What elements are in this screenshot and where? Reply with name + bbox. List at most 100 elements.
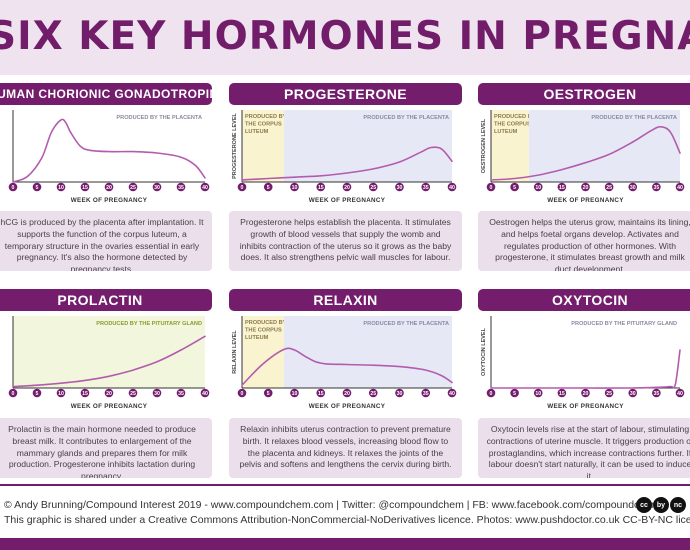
x-axis-label: WEEK OF PREGNANCY [547, 197, 624, 204]
region-label: PRODUCED BY [494, 114, 536, 120]
tick-label: 10 [535, 391, 541, 397]
tick-label: 25 [606, 185, 612, 191]
tick-marker [533, 388, 543, 398]
tick-label: 30 [397, 185, 403, 191]
tick-label: 20 [344, 391, 350, 397]
tick-marker [342, 388, 352, 398]
tick-marker [56, 388, 66, 398]
tick-marker [447, 182, 457, 192]
hormone-curve [241, 146, 453, 181]
description-progesterone: Progesterone helps establish the placent… [229, 211, 462, 271]
tick-marker [581, 388, 590, 398]
y-axis-label: PROGESTERONE LEVEL [232, 113, 238, 179]
tick-label: 30 [397, 391, 403, 397]
tick-marker [290, 182, 299, 192]
tick-label: 5 [36, 185, 39, 191]
tick-marker [533, 182, 543, 192]
tick-label: 40 [449, 391, 455, 397]
y-axis-label: RELAXIN LEVEL [232, 330, 238, 374]
y-axis-label: OESTROGEN LEVEL [481, 118, 487, 173]
tick-label: 15 [318, 185, 324, 191]
tick-label: 15 [559, 185, 565, 191]
footer-divider [0, 484, 690, 486]
region-label: THE CORPUS [245, 328, 282, 334]
tick-label: 15 [318, 391, 324, 397]
tick-marker [152, 182, 162, 192]
panel-title-hcg: HUMAN CHORIONIC GONADOTROPIN [0, 83, 212, 105]
tick-label: 40 [677, 185, 683, 191]
panel-title-oestrogen: OESTROGEN [478, 83, 690, 105]
region-shade-luteum [491, 110, 529, 182]
tick-marker [395, 388, 404, 398]
tick-label: 35 [178, 185, 184, 191]
tick-label: 40 [202, 391, 208, 397]
region-label: LUTEUM [494, 129, 518, 135]
tick-marker [104, 182, 114, 192]
tick-label: 20 [583, 391, 589, 397]
x-axis-label: WEEK OF PREGNANCY [309, 403, 386, 410]
tick-marker [628, 388, 638, 398]
region-label: PRODUCED BY [245, 320, 287, 326]
tick-marker [316, 182, 326, 192]
description-oxytocin: Oxytocin levels rise at the start of lab… [478, 418, 690, 478]
region-label: THE CORPUS [245, 122, 282, 128]
tick-marker [104, 388, 114, 398]
tick-label: 30 [630, 391, 636, 397]
page-title: SIX KEY HORMONES IN PREGNANCY [0, 14, 690, 59]
region-label: LUTEUM [245, 129, 269, 135]
cc-licence-badge: cc by nc [636, 497, 686, 513]
tick-marker [557, 388, 567, 398]
region-label: PRODUCED BY THE PLACENTA [116, 115, 202, 121]
tick-label: 20 [583, 185, 589, 191]
tick-marker [263, 388, 273, 398]
tick-label: 25 [606, 391, 612, 397]
tick-label: 5 [267, 185, 270, 191]
region-label: PRODUCED BY THE PLACENTA [363, 115, 449, 121]
tick-marker [652, 388, 661, 398]
tick-marker [8, 388, 18, 398]
tick-label: 5 [267, 391, 270, 397]
tick-marker [675, 182, 685, 192]
tick-marker [510, 388, 519, 398]
tick-marker [421, 388, 431, 398]
tick-label: 30 [154, 185, 160, 191]
hormone-curve [241, 347, 453, 386]
by-icon: by [653, 497, 669, 513]
tick-label: 15 [82, 185, 88, 191]
tick-label: 0 [12, 391, 15, 397]
tick-label: 5 [513, 185, 516, 191]
description-oestrogen: Oestrogen helps the uterus grow, maintai… [478, 211, 690, 271]
region-shade-luteum [242, 110, 284, 182]
tick-label: 10 [292, 185, 298, 191]
tick-label: 35 [653, 391, 659, 397]
tick-label: 15 [82, 391, 88, 397]
tick-marker [32, 182, 42, 192]
tick-label: 25 [370, 185, 376, 191]
tick-marker [675, 388, 685, 398]
tick-marker [200, 388, 210, 398]
footer-licence: This graphic is shared under a Creative … [4, 514, 690, 526]
footer-bar [0, 538, 690, 550]
tick-marker [237, 182, 247, 192]
x-axis-label: WEEK OF PREGNANCY [547, 403, 624, 410]
x-axis-label: WEEK OF PREGNANCY [71, 197, 148, 204]
hormone-curve [12, 118, 206, 183]
tick-label: 40 [449, 185, 455, 191]
region-label: PRODUCED BY THE PITUITARY GLAND [96, 321, 202, 327]
tick-label: 0 [490, 185, 493, 191]
region-shade-placenta [284, 316, 452, 388]
tick-marker [510, 182, 519, 192]
tick-label: 10 [58, 391, 64, 397]
tick-marker [486, 388, 496, 398]
cc-icon: cc [636, 497, 652, 513]
y-axis-label: OXYTOCIN LEVEL [481, 327, 487, 376]
region-label: PRODUCED BY THE PLACENTA [363, 321, 449, 327]
tick-label: 5 [36, 391, 39, 397]
tick-marker [368, 182, 378, 192]
tick-label: 20 [344, 185, 350, 191]
region-label: LUTEUM [245, 335, 269, 341]
hormone-curve [490, 349, 681, 389]
tick-label: 10 [58, 185, 64, 191]
